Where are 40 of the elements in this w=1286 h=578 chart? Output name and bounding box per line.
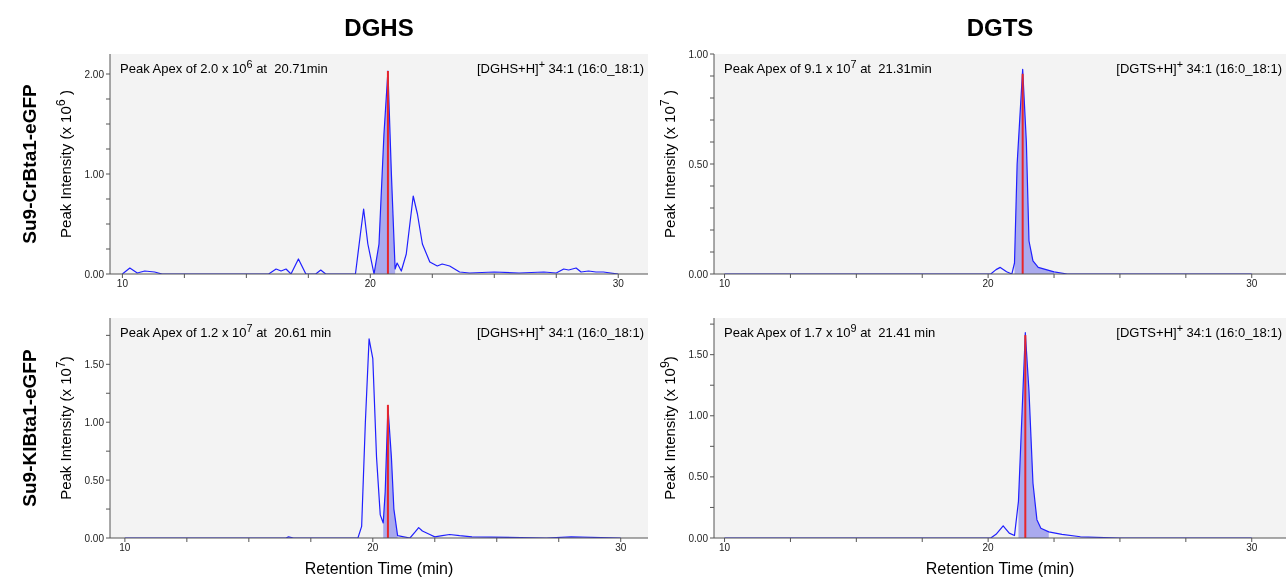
x-axis-title: Retention Time (min) (924, 560, 1076, 578)
annotation: [DGHS+H]$^{+}$ 34:1 (16:0_18:1) (476, 322, 644, 341)
annotation: Peak Apex of 1.2 x 10$^{7}$ at 20.61 min (120, 322, 332, 341)
x-tick-label: 20 (982, 278, 995, 290)
annotation: [DGHS+H]$^{+}$ 34:1 (16:0_18:1) (476, 58, 644, 77)
text: Su9-CrBta1-eGFP (19, 84, 41, 244)
x-axis-title: Retention Time (min) (303, 560, 455, 578)
x-tick-label: 10 (718, 542, 731, 554)
y-tick-label: 0.00 (84, 532, 105, 544)
annotation: Peak Apex of 9.1 x 10$^{7}$ at 21.31min (724, 58, 932, 77)
x-tick-label: 10 (718, 278, 731, 290)
x-tick-label: 20 (367, 542, 379, 554)
x-tick-label: 20 (364, 278, 377, 290)
x-tick-label: 10 (116, 278, 129, 290)
x-tick-label: 30 (1246, 278, 1258, 290)
annotation: Peak Apex of 2.0 x 10$^{6}$ at 20.71min (120, 58, 328, 77)
x-tick-label: 30 (612, 278, 625, 290)
y-tick-label: 0.50 (84, 474, 105, 486)
x-tick-label: 10 (119, 542, 131, 554)
chart-title: DGHS (343, 14, 415, 42)
x-tick-label: 30 (615, 542, 627, 554)
y-tick-label: 1.00 (688, 410, 709, 422)
y-tick-label: 2.00 (84, 68, 105, 80)
y-tick-label: 0.50 (688, 471, 709, 483)
y-tick-label: 1.00 (84, 416, 105, 428)
y-tick-label: 1.00 (84, 168, 105, 180)
y-tick-label: 0.00 (84, 268, 105, 280)
y-tick-label: 1.50 (84, 358, 105, 370)
text: Su9-KlBta1-eGFP (19, 349, 41, 507)
y-tick-label: 0.00 (688, 268, 709, 280)
annotation: Peak Apex of 1.7 x 10$^{9}$ at 21.41 min (724, 322, 936, 341)
annotation: [DGTS+H]$^{+}$ 34:1 (16:0_18:1) (1116, 322, 1282, 341)
x-tick-label: 30 (1246, 542, 1258, 554)
y-tick-label: 0.00 (688, 532, 709, 544)
y-tick-label: 0.50 (688, 158, 709, 170)
chart-title: DGTS (965, 14, 1035, 42)
y-tick-label: 1.00 (688, 48, 709, 60)
annotation: [DGTS+H]$^{+}$ 34:1 (16:0_18:1) (1116, 58, 1282, 77)
x-tick-label: 20 (982, 542, 995, 554)
y-tick-label: 1.50 (688, 349, 709, 361)
